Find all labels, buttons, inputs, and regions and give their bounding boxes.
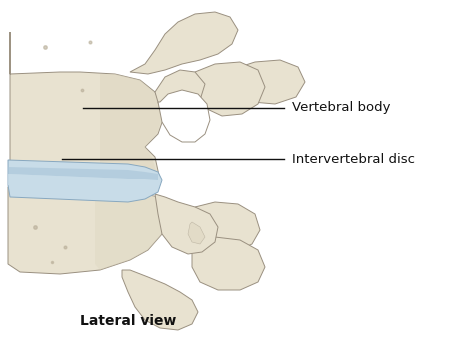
Polygon shape	[122, 270, 198, 330]
Polygon shape	[8, 160, 162, 202]
Text: Intervertebral disc: Intervertebral disc	[292, 153, 414, 166]
Polygon shape	[8, 187, 165, 274]
Polygon shape	[130, 12, 238, 74]
Polygon shape	[158, 90, 210, 142]
Polygon shape	[192, 237, 265, 290]
Polygon shape	[8, 174, 155, 190]
Polygon shape	[8, 167, 158, 180]
Text: Vertebral body: Vertebral body	[292, 101, 390, 114]
Polygon shape	[155, 194, 218, 254]
Polygon shape	[10, 32, 165, 202]
Text: Lateral view: Lateral view	[80, 314, 176, 328]
Polygon shape	[95, 192, 165, 270]
Polygon shape	[228, 60, 305, 104]
Polygon shape	[188, 222, 205, 244]
Polygon shape	[195, 62, 265, 116]
Polygon shape	[192, 202, 260, 252]
Polygon shape	[155, 70, 205, 114]
Polygon shape	[100, 74, 163, 202]
